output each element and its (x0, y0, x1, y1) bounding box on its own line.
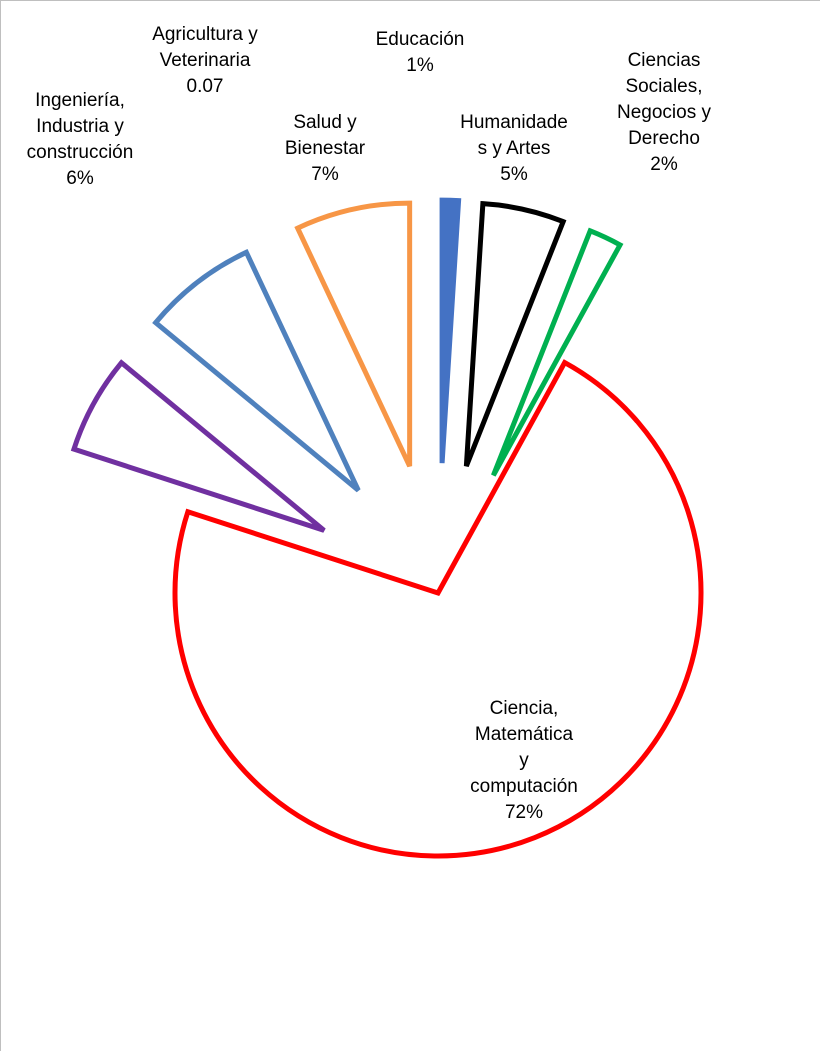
pie-slice (294, 200, 413, 468)
slice-label: Ciencia, Matemática y computación (470, 698, 578, 797)
value-label: 1% (406, 55, 434, 76)
slice-label: Ingeniería, Industria y construcción (27, 90, 134, 163)
slice-label: Salud y Bienestar (285, 112, 366, 159)
value-label: 0.07 (187, 76, 224, 97)
slice-label-line: Ciencias (628, 50, 701, 71)
slice-label-line: y (519, 750, 529, 771)
pie-slice (152, 248, 361, 493)
slice-label-line: Bienestar (285, 138, 366, 159)
value-label: 72% (505, 802, 543, 823)
value-label: 6% (66, 168, 94, 189)
slice-label-line: Negocios y (617, 102, 711, 123)
value-label: 7% (311, 164, 339, 185)
slice-label-line: Sociales, (625, 76, 702, 97)
pie-slice (172, 359, 704, 859)
pie-slice (491, 227, 624, 477)
slice-label-line: Salud y (293, 112, 357, 133)
slice-label-line: Derecho (628, 128, 700, 149)
slice-label-line: Ingeniería, (35, 90, 125, 111)
slice-label-line: Industria y (36, 116, 124, 137)
slice-label: Educación (376, 29, 465, 50)
slice-label-line: Veterinaria (160, 50, 251, 71)
slice-label-line: Humanidade (460, 112, 568, 133)
slice-label-line: s y Artes (478, 138, 551, 159)
slice-label-line: Educación (376, 29, 465, 50)
pie-slice (463, 200, 567, 468)
slice-label: Agricultura y Veterinaria (152, 24, 258, 71)
pie-slice (439, 197, 462, 464)
slice-label: Humanidade s y Artes (460, 112, 568, 159)
slice-label-line: Matemática (475, 724, 574, 745)
slice-label: Ciencias Sociales, Negocios y Derecho (617, 50, 711, 149)
slice-label-line: Ciencia, (490, 698, 559, 719)
slice-label-line: Agricultura y (152, 24, 258, 45)
value-label: 2% (650, 154, 678, 175)
slice-label-line: construcción (27, 142, 134, 163)
value-label: 5% (500, 164, 528, 185)
slice-label-line: computación (470, 776, 578, 797)
pie-slice (70, 359, 326, 533)
